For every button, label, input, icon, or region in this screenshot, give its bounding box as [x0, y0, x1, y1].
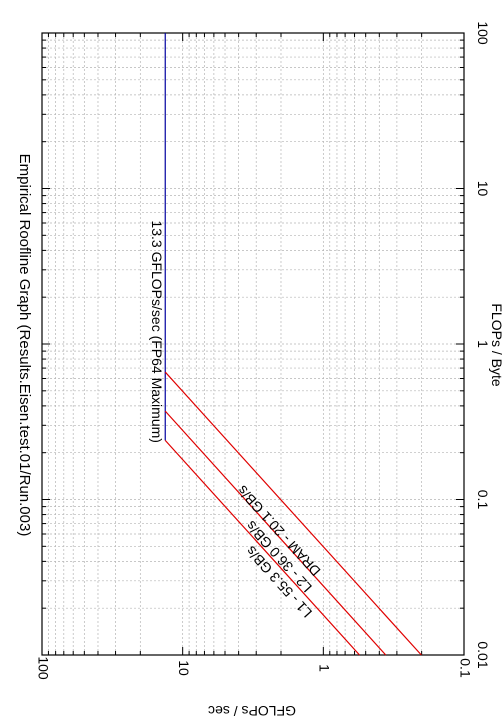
series-lines — [164, 33, 422, 656]
x-tick-label: 0.1 — [475, 490, 491, 510]
y-tick-label: 10 — [176, 660, 192, 676]
x-tick-label: 1 — [475, 340, 491, 348]
y-tick-label: 100 — [35, 656, 51, 680]
x-tick-label: 100 — [475, 21, 491, 45]
series-line-3 — [164, 371, 422, 656]
chart-title: Empirical Roofline Graph (Results.Eisen.… — [16, 154, 33, 537]
x-tick-label: 10 — [475, 181, 491, 197]
x-axis-title: FLOPs / Byte — [489, 303, 504, 386]
x-tick-label: 0.01 — [475, 641, 491, 668]
series-label-0: 13.3 GFLOPs/sec (FP64 Maximum) — [149, 220, 165, 443]
y-axis-title: GFLOPs / sec — [208, 703, 296, 719]
y-tick-label: 0.1 — [457, 658, 473, 678]
series-line-1 — [164, 439, 360, 656]
series-labels: 13.3 GFLOPs/sec (FP64 Maximum)L1 - 55.3 … — [149, 220, 324, 620]
y-tick-label: 1 — [317, 664, 333, 672]
series-line-2 — [164, 410, 387, 656]
